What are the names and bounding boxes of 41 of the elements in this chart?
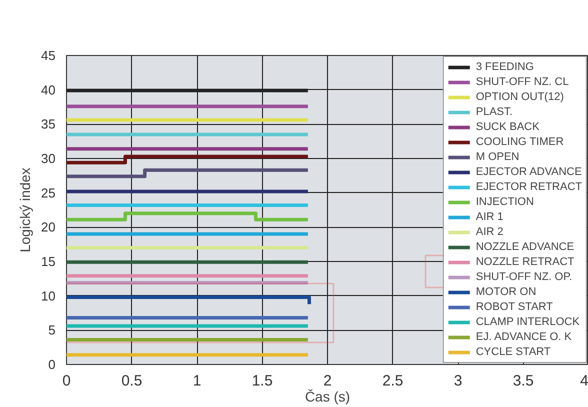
legend-label: M OPEN [476, 151, 520, 163]
legend-label: INJECTION [476, 196, 534, 208]
legend-label: 3 FEEDING [476, 61, 534, 73]
y-tick-label: 0 [48, 357, 56, 372]
y-tick-label: 25 [41, 185, 56, 200]
y-tick-label: 10 [41, 288, 56, 304]
x-tick-label: 3.5 [512, 372, 534, 390]
y-tick-label: 35 [41, 116, 56, 132]
legend-label: EJECTOR ADVANCE [476, 166, 582, 178]
x-tick-label: 4 [580, 372, 588, 390]
legend-label: ROBOT START [476, 301, 553, 313]
legend-label: EJ. ADVANCE O. K [476, 331, 572, 343]
x-tick-label: 2 [323, 372, 332, 390]
x-tick-label: 1.5 [252, 372, 273, 390]
y-axis-title: Logický index [17, 168, 34, 252]
legend-label: SUCK BACK [476, 121, 540, 133]
legend-label: SHUT-OFF NZ. CL [476, 76, 569, 88]
legend-label: CYCLE START [476, 346, 551, 358]
legend-label: NOZZLE RETRACT [476, 256, 574, 268]
legend-label: EJECTOR RETRACT [476, 181, 582, 193]
x-tick-label: 0 [62, 372, 71, 390]
x-axis-title: Čas (s) [304, 388, 350, 404]
legend-label: AIR 2 [476, 226, 504, 238]
y-tick-label: 45 [41, 48, 56, 63]
legend-label: OPTION OUT(12) [476, 91, 564, 103]
y-tick-label: 15 [41, 254, 56, 269]
legend-label: CLAMP INTERLOCK [476, 316, 580, 328]
x-tick-label: 1 [192, 372, 202, 390]
x-tick-label: 2.5 [382, 372, 404, 390]
x-tick-label: 3 [454, 372, 462, 390]
y-tick-label: 40 [41, 82, 56, 98]
y-tick-label: 30 [41, 151, 56, 166]
legend-label: MOTOR ON [476, 286, 536, 298]
legend-label: AIR 1 [476, 211, 504, 223]
y-tick-label: 5 [48, 322, 56, 338]
legend-label: COOLING TIMER [476, 136, 564, 148]
y-tick-label: 20 [41, 220, 56, 235]
x-tick-label: 0.5 [121, 372, 142, 390]
legend-label: PLAST. [476, 106, 513, 118]
legend-label: SHUT-OFF NZ. OP. [476, 271, 572, 283]
legend-label: NOZZLE ADVANCE [476, 241, 574, 253]
